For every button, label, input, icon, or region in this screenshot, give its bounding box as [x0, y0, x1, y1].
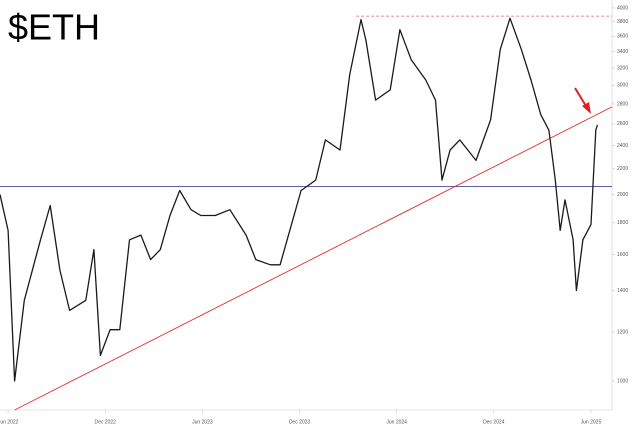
- y-tick-label: 3400: [617, 49, 628, 55]
- x-tick-label: Jun 2025: [581, 419, 602, 425]
- x-tick-label: Jun 2022: [0, 419, 19, 425]
- y-tick-label: 2000: [617, 192, 628, 198]
- y-tick-label: 2800: [617, 101, 628, 107]
- x-tick-label: Dec 2024: [483, 419, 505, 425]
- y-tick-label: 2600: [617, 121, 628, 127]
- x-tick-label: Jun 2023: [192, 419, 213, 425]
- y-tick-label: 3800: [617, 19, 628, 25]
- y-tick-label: 1600: [617, 252, 628, 258]
- price-line: [0, 17, 599, 382]
- y-tick-label: 3200: [617, 65, 628, 71]
- y-tick-label: 1200: [617, 329, 628, 335]
- y-tick-label: 2200: [617, 166, 628, 172]
- chart-title: $ETH: [8, 7, 100, 48]
- y-tick-label: 1000: [617, 378, 628, 384]
- arrow: [574, 87, 591, 114]
- y-tick-label: 1800: [617, 220, 628, 226]
- x-tick-label: Dec 2023: [289, 419, 311, 425]
- trendline: [14, 106, 613, 411]
- y-tick-label: 2400: [617, 143, 628, 149]
- y-tick-label: 1400: [617, 288, 628, 294]
- y-tick-label: 4000: [617, 5, 628, 11]
- y-tick-label: 3000: [617, 83, 628, 89]
- y-tick-label: 3600: [617, 34, 628, 40]
- x-tick-label: Jun 2024: [386, 419, 407, 425]
- x-tick-label: Dec 2022: [95, 419, 117, 425]
